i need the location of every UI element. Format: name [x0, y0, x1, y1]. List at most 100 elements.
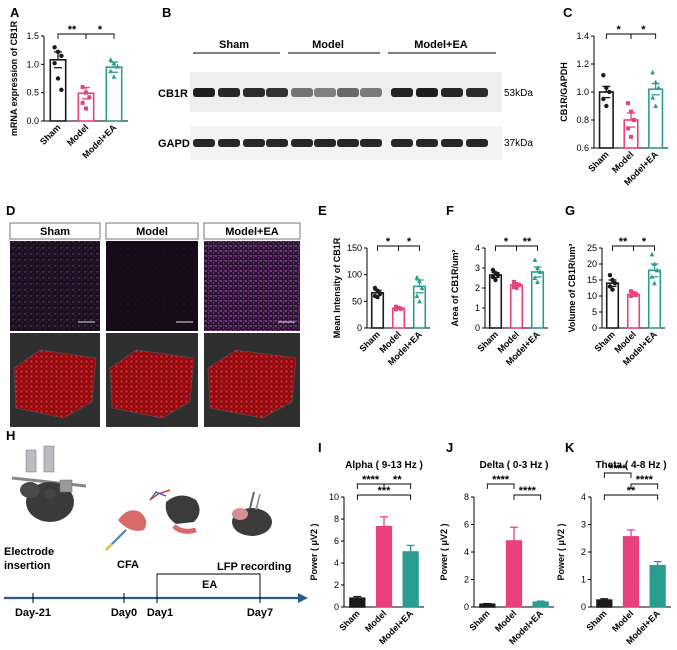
data-point — [417, 298, 422, 304]
microscopy-label-model-ea: Model+EA — [225, 226, 279, 238]
gapdh-band — [291, 139, 313, 147]
y-axis-label: CB1R/GAPDH — [559, 62, 569, 122]
significance-label: **** — [636, 474, 654, 486]
bar — [479, 603, 496, 608]
panel-letter-j: J — [446, 440, 453, 455]
confocal-image-model — [106, 241, 198, 331]
data-point — [626, 126, 631, 131]
y-axis-label: Mean Intensity of CB1R — [332, 237, 342, 338]
significance-label: * — [386, 236, 391, 248]
significance-label: ** — [627, 485, 636, 497]
significance-label: * — [617, 24, 622, 36]
gapdh-band — [218, 139, 240, 147]
data-point — [650, 95, 656, 100]
chart-a: 0.0 0.5 1.0 1.5 mRNA expression of CB1R Sham M… — [9, 20, 128, 160]
y-axis-label: Power ( μV2 ) — [556, 523, 566, 580]
y-axis-label: Volume of CB1R/um³ — [567, 244, 577, 333]
cb1r-band — [466, 88, 488, 97]
y-tick-label: 0 — [581, 602, 586, 612]
data-point — [490, 267, 496, 273]
y-tick-label: 3 — [475, 263, 480, 273]
y-axis-label: mRNA expression of CB1R — [9, 20, 19, 136]
x-tick-label: Model — [65, 122, 90, 147]
y-tick-label: 0.0 — [26, 116, 39, 126]
cb1r-band — [391, 88, 413, 97]
significance-bracket — [633, 245, 655, 251]
y-tick-label: 1.5 — [26, 31, 39, 41]
y-tick-label: 1.4 — [576, 31, 589, 41]
data-point — [654, 267, 660, 273]
y-tick-label: 2 — [581, 547, 586, 557]
x-tick-label: Model — [610, 608, 635, 633]
y-tick-label: 100 — [347, 270, 362, 280]
data-point — [111, 74, 117, 79]
timeline-arrowhead — [298, 593, 308, 603]
electrode-label: Electrode — [4, 546, 54, 558]
cb1r-band — [218, 88, 240, 97]
significance-label: ** — [68, 24, 77, 36]
significance-label: ** — [619, 236, 628, 248]
y-tick-label: 10 — [329, 492, 339, 502]
y-tick-label: 20 — [587, 259, 597, 269]
data-point — [84, 90, 88, 95]
significance-label: **** — [362, 474, 380, 486]
x-tick-label: Model — [363, 608, 388, 633]
data-point — [607, 89, 612, 95]
panel-letter-f: F — [446, 203, 454, 218]
data-point — [626, 101, 631, 106]
panel-letter-k: K — [565, 440, 575, 455]
y-tick-label: 0.6 — [576, 143, 589, 153]
data-point — [514, 286, 519, 290]
panel-letter-b: B — [162, 5, 171, 20]
panel-letter-c: C — [563, 5, 573, 20]
microscopy-panel: Sham Model Model+EA — [9, 222, 301, 427]
y-tick-label: 150 — [347, 243, 362, 253]
data-point — [631, 118, 636, 122]
ea-bracket — [156, 573, 261, 598]
data-point — [111, 60, 117, 66]
data-point — [511, 280, 516, 284]
cb1r-band — [360, 88, 382, 97]
data-point — [495, 272, 501, 278]
x-tick-label: Sham — [593, 329, 617, 353]
data-point — [55, 76, 61, 81]
cb1r-bands — [193, 88, 488, 97]
y-tick-label: 6 — [334, 536, 339, 546]
chart-j: 0 2 4 6 8 Power ( μV2 ) Delta ( 0-3 Hz ) Sham Mo… — [439, 460, 554, 646]
cb1r-band — [314, 88, 336, 97]
data-point — [634, 292, 639, 297]
significance-label: * — [98, 24, 103, 36]
microscopy-label-sham: Sham — [40, 226, 70, 238]
data-point — [535, 279, 540, 284]
significance-label: * — [642, 236, 647, 248]
panel-letter-a: A — [10, 5, 20, 20]
microscopy-label-model: Model — [136, 226, 168, 238]
lfp-mouse-illustration — [232, 491, 272, 536]
x-tick-label: Sham — [584, 608, 608, 632]
data-point — [377, 291, 383, 296]
data-point — [399, 306, 404, 311]
panel-letter-g: G — [565, 203, 575, 218]
panel-letter-d: D — [6, 203, 15, 218]
gapdh-band — [243, 139, 265, 147]
confocal-image-sham — [10, 241, 100, 331]
significance-label: * — [504, 236, 509, 248]
data-point — [490, 274, 496, 280]
gapdh-bands — [193, 139, 488, 147]
microscopy-header-model-ea — [203, 222, 301, 240]
data-point — [396, 305, 401, 310]
y-tick-label: 8 — [464, 492, 469, 502]
data-point — [601, 96, 606, 102]
data-point — [532, 257, 538, 262]
data-point — [628, 294, 633, 298]
panel-letter-h: H — [6, 428, 15, 443]
cb1r-band — [291, 88, 313, 97]
significance-bracket — [356, 494, 412, 500]
significance-label: *** — [378, 485, 392, 497]
y-tick-label: 1 — [581, 575, 586, 585]
y-tick-label: 0 — [357, 323, 362, 333]
data-point — [656, 85, 662, 90]
data-point — [517, 283, 522, 287]
